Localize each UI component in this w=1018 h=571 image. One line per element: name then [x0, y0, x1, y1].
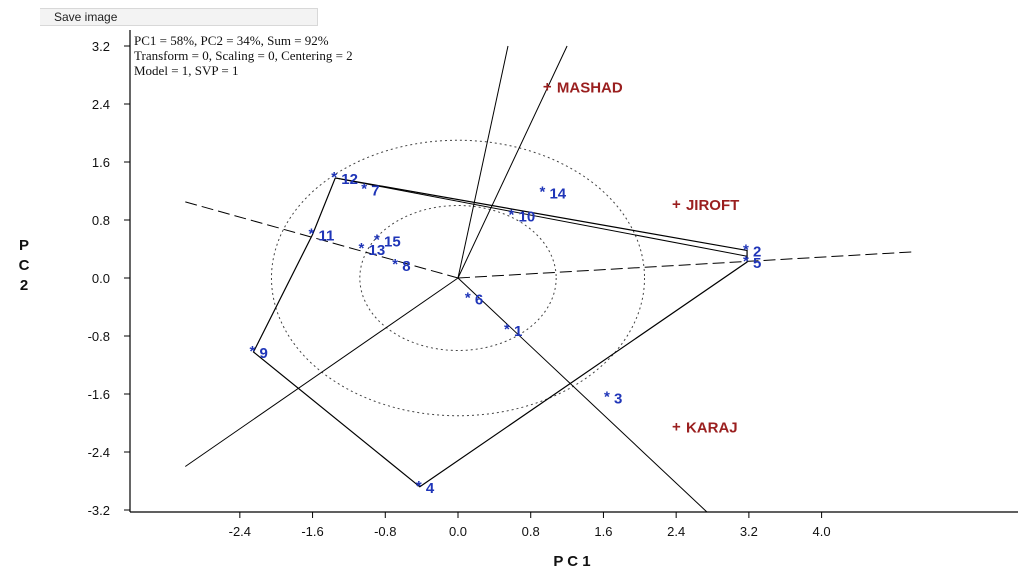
environment-marker: +	[543, 79, 552, 96]
save-image-label: Save image	[54, 10, 118, 24]
x-tick-label: 2.4	[667, 524, 685, 539]
info-line-3: Model = 1, SVP = 1	[134, 63, 238, 78]
y-tick-label: 0.8	[92, 213, 110, 228]
genotype-label: 5	[753, 255, 761, 272]
genotype-marker: *	[309, 226, 315, 243]
reference-circle-1	[359, 205, 557, 351]
x-tick-label: 3.2	[740, 524, 758, 539]
x-tick-label: 1.6	[594, 524, 612, 539]
genotype-marker: *	[359, 240, 365, 257]
genotype-marker: *	[539, 183, 545, 200]
y-tick-label: -0.8	[88, 329, 110, 344]
y-tick-label: -2.4	[88, 445, 110, 460]
y-tick-label: 3.2	[92, 39, 110, 54]
genotype-marker: *	[604, 389, 610, 406]
x-tick-label: -1.6	[301, 524, 323, 539]
environment-marker: +	[672, 419, 681, 436]
y-tick-label: 0.0	[92, 271, 110, 286]
genotype-label: 14	[549, 185, 566, 202]
y-tick-label: 1.6	[92, 155, 110, 170]
perpendicular-line-2	[457, 277, 708, 512]
genotype-marker: *	[392, 256, 398, 273]
genotype-marker: *	[465, 289, 471, 306]
genotype-marker: *	[743, 241, 749, 258]
perpendicular-line-1	[335, 177, 748, 257]
genotype-label: 7	[371, 183, 379, 200]
ray-lower-left	[185, 277, 459, 467]
environment-label: MASHAD	[557, 80, 623, 97]
genotype-label: 11	[319, 228, 335, 245]
info-line-2: Transform = 0, Scaling = 0, Centering = …	[134, 48, 353, 63]
x-tick-label: -2.4	[229, 524, 251, 539]
y-tick-label: -3.2	[88, 503, 110, 518]
ray-jiroft	[457, 45, 568, 279]
info-line-1: PC1 = 58%, PC2 = 34%, Sum = 92%	[134, 33, 329, 48]
reference-circle-2	[270, 139, 646, 417]
y-tick-label: -1.6	[88, 387, 110, 402]
save-image-bar[interactable]: Save image	[40, 8, 318, 26]
genotype-marker: *	[249, 343, 255, 360]
genotype-label: 15	[384, 233, 401, 250]
environment-marker: +	[672, 196, 681, 213]
dashed-axis-left	[185, 201, 459, 279]
genotype-label: 10	[519, 209, 536, 226]
genotype-marker: *	[416, 478, 422, 495]
x-tick-label: -0.8	[374, 524, 396, 539]
genotype-marker: *	[509, 207, 515, 224]
x-axis-title: P C 1	[553, 553, 590, 570]
ray-mashad	[457, 45, 509, 279]
genotype-marker: *	[504, 321, 510, 338]
genotype-label: 8	[402, 258, 410, 275]
genotype-marker: *	[374, 231, 380, 248]
dashed-axis-right	[457, 251, 913, 279]
genotype-label: 9	[259, 345, 267, 362]
environment-label: JIROFT	[686, 197, 739, 214]
genotype-marker: *	[361, 181, 367, 198]
environment-label: KARAJ	[686, 420, 738, 437]
genotype-marker: *	[331, 169, 337, 186]
x-tick-label: 0.0	[449, 524, 467, 539]
genotype-label: 12	[341, 171, 358, 188]
x-tick-label: 4.0	[813, 524, 831, 539]
genotype-label: 2	[753, 243, 761, 260]
genotype-label: 6	[475, 291, 483, 308]
genotype-marker: *	[743, 253, 749, 270]
genotype-label: 3	[614, 391, 622, 408]
genotype-label: 13	[369, 242, 386, 259]
polygon-hull	[252, 177, 748, 488]
genotype-label: 4	[426, 480, 435, 497]
y-tick-label: 2.4	[92, 97, 110, 112]
x-tick-label: 0.8	[522, 524, 540, 539]
genotype-label: 1	[514, 323, 522, 340]
